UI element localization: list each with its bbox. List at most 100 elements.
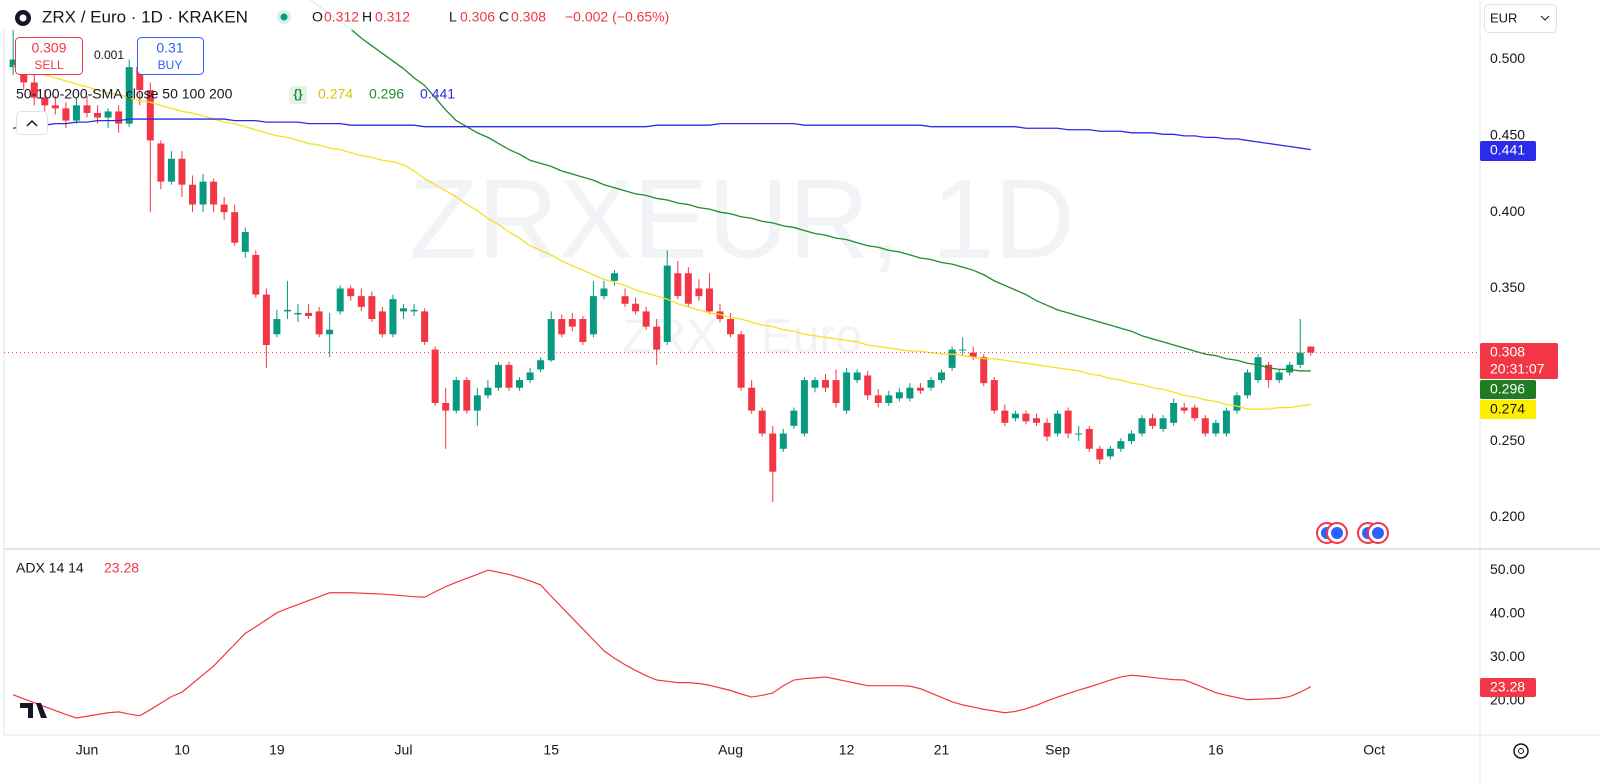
candle-body bbox=[1033, 418, 1040, 423]
sma-line bbox=[13, 118, 1311, 151]
y-tick-label: 0.400 bbox=[1490, 203, 1525, 219]
candle-body bbox=[294, 312, 302, 315]
ohlc-label: C bbox=[499, 9, 509, 25]
candle-body bbox=[62, 108, 70, 121]
settings-icon[interactable] bbox=[1513, 743, 1529, 759]
candle-body bbox=[189, 184, 196, 205]
collapse-button[interactable] bbox=[16, 111, 48, 135]
sma200-price-tag bbox=[1480, 141, 1536, 161]
candle-body bbox=[1275, 372, 1283, 381]
candle-body bbox=[115, 111, 123, 124]
candle-body bbox=[526, 372, 534, 381]
market-status-dot bbox=[280, 13, 288, 21]
sell-button[interactable] bbox=[15, 37, 83, 75]
last-price-label: 0.308 bbox=[1490, 344, 1525, 360]
candle-body bbox=[579, 319, 587, 342]
candle-body bbox=[516, 380, 524, 388]
adx-price-tag bbox=[1480, 678, 1536, 697]
ohlc-label: L bbox=[449, 9, 457, 25]
sell-price: 0.309 bbox=[31, 40, 66, 56]
symbol-title[interactable]: ZRX / Euro · 1D · KRAKEN bbox=[42, 7, 248, 26]
price-pane bbox=[4, 0, 1480, 503]
sell-label: SELL bbox=[34, 58, 64, 72]
sma-line bbox=[309, 0, 1311, 372]
candle-body bbox=[843, 372, 851, 411]
currency-select[interactable] bbox=[1484, 4, 1557, 33]
candle-body bbox=[779, 433, 787, 449]
candle-body bbox=[674, 273, 682, 297]
candle-body bbox=[104, 111, 112, 118]
candle-body bbox=[463, 380, 471, 411]
candle-body bbox=[167, 158, 175, 182]
candle-body bbox=[83, 105, 91, 113]
x-tick-label: Jun bbox=[76, 742, 99, 758]
ohlc-label: H bbox=[362, 9, 372, 25]
tradingview-logo[interactable] bbox=[20, 703, 47, 718]
candle-body bbox=[600, 288, 608, 297]
candle-body bbox=[473, 395, 481, 411]
candle-body bbox=[1222, 410, 1230, 434]
candle-body bbox=[1265, 364, 1273, 381]
indicator-icon-glyph: {} bbox=[293, 87, 303, 101]
candle-body bbox=[125, 67, 133, 124]
axes: 0.2000.2500.3000.3500.4000.4500.50020.00… bbox=[76, 50, 1526, 757]
candle-body bbox=[1149, 418, 1157, 426]
candle-body bbox=[1001, 410, 1009, 423]
indicator-label[interactable]: 50-100-200-SMA close 50 100 200 bbox=[16, 86, 233, 102]
header-bg bbox=[0, 0, 700, 30]
watermark: ZRXEUR, 1D bbox=[409, 157, 1075, 282]
ohlc-label: O bbox=[312, 9, 323, 25]
candle-body bbox=[1075, 433, 1083, 435]
candle-body bbox=[41, 97, 49, 106]
candle-body bbox=[832, 380, 840, 403]
settings-icon-center bbox=[1518, 748, 1524, 754]
adx-pane bbox=[12, 569, 1312, 719]
candle-body bbox=[357, 296, 365, 307]
candle-body bbox=[252, 254, 260, 295]
candle-body bbox=[537, 360, 545, 370]
x-tick-label: 19 bbox=[269, 742, 285, 758]
candle-body bbox=[1011, 413, 1019, 419]
candle-body bbox=[621, 296, 629, 304]
candle-body bbox=[705, 288, 713, 312]
sma200-price-label: 0.441 bbox=[1490, 142, 1525, 158]
candle-body bbox=[336, 288, 344, 312]
candle-body bbox=[1085, 428, 1093, 449]
candle-body bbox=[1191, 407, 1199, 419]
candle-body bbox=[1106, 448, 1114, 457]
candle-body bbox=[347, 288, 355, 297]
candle-body bbox=[758, 410, 766, 434]
candle-body bbox=[748, 387, 756, 411]
y-tick-label: 0.350 bbox=[1490, 279, 1525, 295]
adx-label[interactable]: ADX 14 14 bbox=[16, 560, 84, 576]
indicator-value: 0.296 bbox=[369, 86, 404, 102]
change: −0.002 (−0.65%) bbox=[565, 9, 669, 25]
indicator-icon[interactable] bbox=[289, 86, 307, 104]
candle-body bbox=[410, 309, 418, 312]
candle-body bbox=[1170, 402, 1178, 423]
x-tick-label: 15 bbox=[543, 742, 559, 758]
x-tick-label: 12 bbox=[839, 742, 855, 758]
candle-body bbox=[969, 352, 977, 358]
candle-body bbox=[326, 329, 334, 335]
candle-body bbox=[589, 296, 597, 335]
candle-body bbox=[906, 387, 914, 399]
x-tick-label: Sep bbox=[1045, 742, 1070, 758]
candle-body bbox=[1043, 422, 1051, 437]
candle-body bbox=[800, 380, 808, 434]
bar-countdown: 20:31:07 bbox=[1490, 361, 1545, 377]
candle-body bbox=[1286, 364, 1294, 373]
candle-body bbox=[632, 303, 640, 312]
x-tick-label: 16 bbox=[1208, 742, 1224, 758]
candle-body bbox=[653, 326, 661, 350]
candle-body bbox=[241, 232, 249, 252]
x-tick-label: Oct bbox=[1363, 742, 1385, 758]
x-tick-label: Jul bbox=[395, 742, 413, 758]
event-icons[interactable] bbox=[1316, 522, 1389, 544]
candle-body bbox=[1296, 352, 1304, 365]
buy-button[interactable] bbox=[137, 37, 204, 75]
candle-body bbox=[547, 319, 555, 361]
symbol-logo-inner bbox=[19, 14, 27, 22]
